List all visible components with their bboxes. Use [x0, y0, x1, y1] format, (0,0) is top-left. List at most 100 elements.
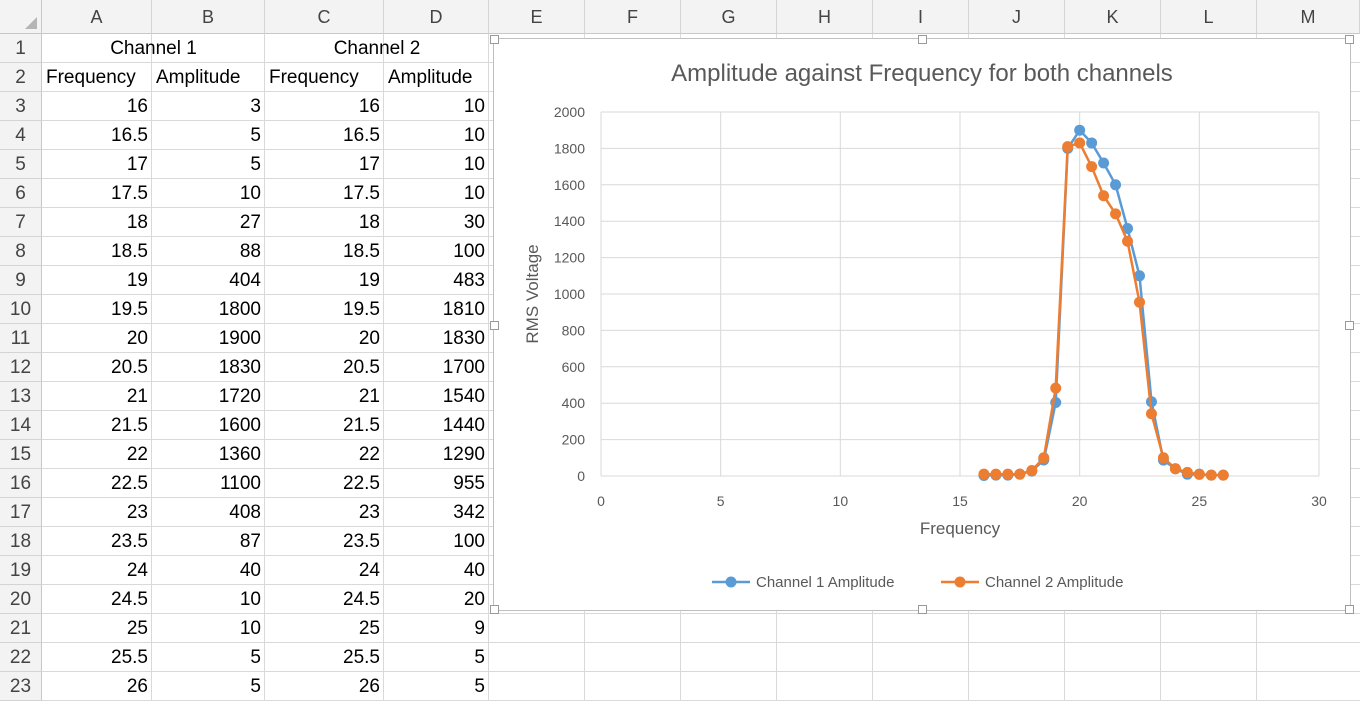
series-1-point[interactable]	[1110, 179, 1122, 191]
resize-handle-bottom-left[interactable]	[490, 605, 499, 614]
cell-C22[interactable]: 25.5	[343, 647, 380, 668]
row-header-10[interactable]: 10	[0, 295, 42, 324]
row-header-15[interactable]: 15	[0, 440, 42, 469]
column-header-C[interactable]: C	[265, 0, 384, 34]
cell-A5[interactable]: 17	[126, 154, 148, 175]
series-2-point[interactable]	[1169, 463, 1181, 475]
cell-C3[interactable]: 16	[358, 96, 380, 117]
row-header-17[interactable]: 17	[0, 498, 42, 527]
cell-C9[interactable]: 19	[358, 270, 380, 291]
cell-A13[interactable]: 21	[126, 386, 148, 407]
series-1-line[interactable]	[983, 128, 1224, 477]
cell-B3[interactable]: 3	[250, 96, 261, 117]
series-2-point[interactable]	[1145, 408, 1157, 420]
cell-D4[interactable]: 10	[463, 125, 485, 146]
column-header-J[interactable]: J	[969, 0, 1065, 34]
series-1-point[interactable]	[1086, 137, 1098, 149]
cell-D9[interactable]: 483	[453, 270, 485, 291]
cell-A2-frequency-header[interactable]: Frequency	[46, 67, 136, 88]
series-1-point[interactable]	[1134, 270, 1145, 282]
cell-D14[interactable]: 1440	[442, 415, 485, 436]
cell-B17[interactable]: 408	[229, 502, 261, 523]
row-header-9[interactable]: 9	[0, 266, 42, 295]
cell-C17[interactable]: 23	[358, 502, 380, 523]
row-header-4[interactable]: 4	[0, 121, 42, 150]
cell-C1-channel2-header[interactable]: Channel 2	[333, 38, 421, 59]
cell-B10[interactable]: 1800	[218, 299, 261, 320]
cell-A12[interactable]: 20.5	[111, 357, 148, 378]
cell-D7[interactable]: 30	[463, 212, 485, 233]
select-all-corner[interactable]	[0, 0, 42, 34]
cell-A1-channel1-header[interactable]: Channel 1	[110, 38, 197, 59]
cell-B19[interactable]: 40	[239, 560, 261, 581]
cell-D11[interactable]: 1830	[442, 328, 485, 349]
column-header-D[interactable]: D	[384, 0, 489, 34]
resize-handle-left[interactable]	[490, 321, 499, 330]
cell-D16[interactable]: 955	[453, 473, 485, 494]
column-header-G[interactable]: G	[681, 0, 777, 34]
cell-B14[interactable]: 1600	[218, 415, 261, 436]
column-header-L[interactable]: L	[1161, 0, 1257, 34]
row-header-20[interactable]: 20	[0, 585, 42, 614]
cell-C15[interactable]: 22	[358, 444, 380, 465]
column-header-I[interactable]: I	[873, 0, 969, 34]
cell-A20[interactable]: 24.5	[111, 589, 148, 610]
cell-C18[interactable]: 23.5	[343, 531, 380, 552]
cell-A19[interactable]: 24	[126, 560, 148, 581]
resize-handle-bottom-right[interactable]	[1345, 605, 1354, 614]
chart-object[interactable]: Amplitude against Frequency for both cha…	[490, 35, 1354, 614]
cell-B20[interactable]: 10	[239, 589, 261, 610]
cell-C12[interactable]: 20.5	[343, 357, 380, 378]
series-2-point[interactable]	[1026, 465, 1038, 477]
cell-D18[interactable]: 100	[453, 531, 485, 552]
series-2-point[interactable]	[1038, 452, 1050, 464]
column-header-B[interactable]: B	[152, 0, 265, 34]
cell-C21[interactable]: 25	[358, 618, 380, 639]
series-1-point[interactable]	[1074, 124, 1086, 136]
cell-A18[interactable]: 23.5	[111, 531, 148, 552]
cell-C8[interactable]: 18.5	[343, 241, 380, 262]
cell-A11[interactable]: 20	[126, 328, 148, 349]
column-header-K[interactable]: K	[1065, 0, 1161, 34]
cell-D3[interactable]: 10	[463, 96, 485, 117]
cell-C11[interactable]: 20	[358, 328, 380, 349]
resize-handle-bottom[interactable]	[918, 605, 927, 614]
cell-A23[interactable]: 26	[126, 676, 148, 697]
cell-A4[interactable]: 16.5	[111, 125, 148, 146]
series-2-point[interactable]	[1062, 141, 1074, 153]
cell-D20[interactable]: 20	[463, 589, 485, 610]
resize-handle-right[interactable]	[1345, 321, 1354, 330]
series-2-point[interactable]	[1110, 208, 1122, 220]
cell-B12[interactable]: 1830	[218, 357, 261, 378]
series-2-point[interactable]	[1050, 382, 1062, 394]
cell-B7[interactable]: 27	[239, 212, 261, 233]
cell-C14[interactable]: 21.5	[343, 415, 380, 436]
cell-D21[interactable]: 9	[474, 618, 485, 639]
row-header-11[interactable]: 11	[0, 324, 42, 353]
cell-B11[interactable]: 1900	[218, 328, 261, 349]
series-2-point[interactable]	[1014, 468, 1026, 480]
row-header-8[interactable]: 8	[0, 237, 42, 266]
series-2-point[interactable]	[1157, 452, 1169, 464]
cell-B4[interactable]: 5	[250, 125, 261, 146]
cell-A8[interactable]: 18.5	[111, 241, 148, 262]
row-header-2[interactable]: 2	[0, 63, 42, 92]
series-2-point[interactable]	[1181, 466, 1193, 478]
cell-C10[interactable]: 19.5	[343, 299, 380, 320]
row-header-19[interactable]: 19	[0, 556, 42, 585]
series-2-point[interactable]	[1122, 235, 1134, 247]
row-header-16[interactable]: 16	[0, 469, 42, 498]
row-header-22[interactable]: 22	[0, 643, 42, 672]
series-2-point[interactable]	[1074, 137, 1086, 149]
row-header-6[interactable]: 6	[0, 179, 42, 208]
chart-title[interactable]: Amplitude against Frequency for both cha…	[671, 60, 1173, 87]
series-2-point[interactable]	[1002, 468, 1014, 480]
series-1-point[interactable]	[1098, 157, 1110, 169]
resize-handle-top-right[interactable]	[1345, 35, 1354, 44]
cell-A15[interactable]: 22	[126, 444, 148, 465]
cell-C7[interactable]: 18	[358, 212, 380, 233]
cell-A22[interactable]: 25.5	[111, 647, 148, 668]
cell-A21[interactable]: 25	[126, 618, 148, 639]
cell-C6[interactable]: 17.5	[343, 183, 380, 204]
resize-handle-top-left[interactable]	[490, 35, 499, 44]
